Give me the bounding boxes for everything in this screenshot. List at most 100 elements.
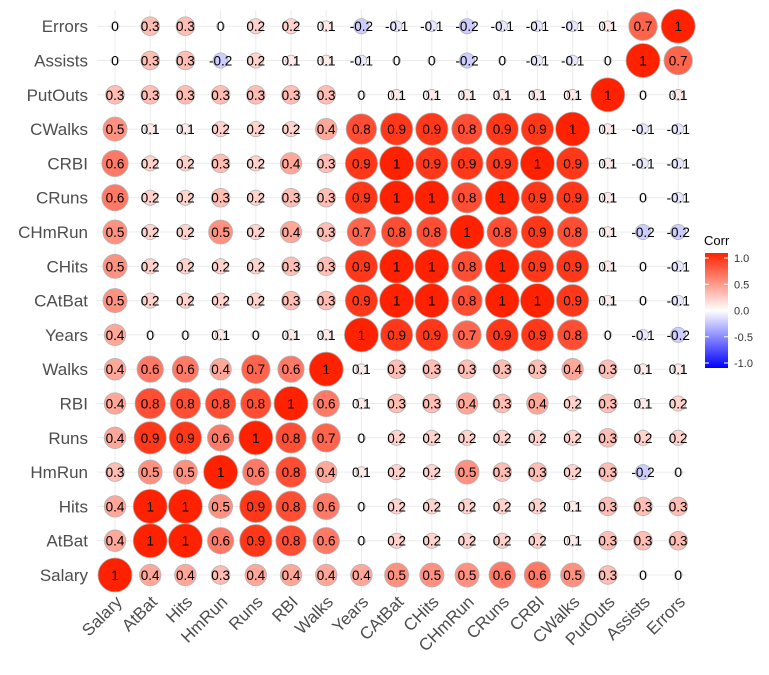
corr-label-chmrun-years: 0.7 (352, 225, 371, 240)
corr-circle-walks-catbat (386, 359, 407, 379)
corr-label-walks-chits: 0.3 (422, 362, 441, 377)
corr-label-cwalks-salary: 0.5 (106, 122, 125, 137)
corr-label-assists-putouts: 0 (604, 54, 612, 69)
corr-label-cruns-runs: 0.2 (246, 191, 265, 206)
corr-circle-assists-chits (427, 56, 437, 65)
corr-circle-cruns-chits (414, 180, 450, 216)
corr-label-runs-assists: 0.2 (634, 431, 653, 446)
corr-circle-catbat-assists (638, 296, 648, 306)
corr-circle-errors-chits (426, 20, 438, 32)
corr-circle-errors-chmrun (458, 18, 476, 35)
corr-circle-chits-chits (414, 248, 450, 284)
corr-label-cruns-salary: 0.6 (106, 191, 125, 206)
corr-circle-putouts-walks (316, 85, 336, 105)
corr-label-years-walks: 0.1 (317, 328, 336, 343)
y-label-assists: Assists (34, 52, 88, 71)
corr-label-hmrun-salary: 0.3 (106, 465, 125, 480)
corr-label-putouts-atbat: 0.3 (141, 88, 160, 103)
corr-label-hits-atbat: 1 (146, 499, 154, 514)
corr-label-crbi-chmrun: 0.9 (458, 156, 477, 171)
corr-label-putouts-cwalks: 0.1 (563, 88, 582, 103)
corr-label-cwalks-runs: 0.2 (246, 122, 265, 137)
corr-label-salary-crbi: 0.6 (528, 568, 547, 583)
corr-label-runs-putouts: 0.3 (598, 431, 617, 446)
corr-label-putouts-hits: 0.3 (176, 88, 195, 103)
corr-circle-hits-errors (668, 496, 688, 517)
corr-label-chmrun-assists: -0.2 (631, 225, 654, 240)
corr-circle-crbi-rbi (279, 152, 303, 175)
corr-label-atbat-salary: 0.4 (106, 534, 125, 549)
corr-circle-assists-errors (663, 45, 693, 76)
corr-label-putouts-years: 0 (358, 88, 366, 103)
corr-circle-hits-crbi (529, 498, 546, 515)
corr-label-years-cwalks: 0.8 (563, 328, 582, 343)
corr-circle-rbi-runs (240, 387, 272, 420)
corr-circle-atbat-catbat (388, 532, 405, 549)
corr-label-years-rbi: 0.1 (282, 328, 301, 343)
corr-label-cruns-chits: 1 (428, 191, 436, 206)
corr-label-assists-years: -0.1 (350, 54, 373, 69)
corr-circle-walks-chits (422, 359, 442, 379)
corr-label-chmrun-catbat: 0.8 (387, 225, 406, 240)
corr-label-cruns-hits: 0.2 (176, 191, 195, 206)
y-label-crbi: CRBI (47, 154, 88, 173)
corr-circle-cwalks-rbi (282, 121, 300, 138)
corr-circle-catbat-rbi (281, 290, 301, 311)
corr-label-atbat-hmrun: 0.6 (211, 534, 230, 549)
corr-circle-hmrun-cwalks (564, 464, 581, 481)
corr-circle-chits-runs (247, 258, 264, 275)
corr-label-chits-chmrun: 0.8 (458, 259, 477, 274)
corr-circle-years-catbat (380, 318, 414, 352)
corr-label-errors-crbi: -0.1 (526, 19, 549, 34)
corr-label-chits-walks: 0.3 (317, 259, 336, 274)
corr-circle-putouts-cwalks (566, 89, 579, 101)
corr-circle-chmrun-years (346, 217, 377, 247)
corr-label-hmrun-assists: -0.2 (631, 465, 654, 480)
corr-circle-chits-hits (177, 258, 194, 275)
corr-circle-errors-catbat (390, 20, 403, 32)
corr-circle-rbi-years (355, 397, 368, 410)
corr-circle-errors-atbat (140, 16, 160, 36)
corr-label-rbi-assists: 0.1 (634, 397, 653, 412)
corr-circle-runs-salary (103, 426, 127, 449)
corr-circle-crbi-cruns (485, 146, 519, 180)
corr-circle-years-atbat (145, 330, 155, 340)
corr-label-salary-errors: 0 (674, 568, 682, 583)
corr-label-crbi-years: 0.9 (352, 156, 371, 171)
corr-label-walks-cwalks: 0.4 (563, 362, 582, 377)
corr-circle-cruns-walks (316, 187, 336, 208)
corr-label-rbi-runs: 0.8 (246, 397, 265, 412)
corr-circle-catbat-putouts (602, 294, 614, 307)
corr-circle-atbat-assists (633, 530, 653, 551)
corr-circle-catbat-atbat (142, 292, 159, 309)
corr-label-putouts-cruns: 0.1 (493, 88, 512, 103)
corr-label-cruns-walks: 0.3 (317, 191, 336, 206)
corr-label-runs-runs: 1 (252, 431, 260, 446)
corr-circle-cruns-cruns (484, 180, 520, 216)
corr-label-walks-putouts: 0.3 (598, 362, 617, 377)
corr-label-chits-salary: 0.5 (106, 259, 125, 274)
corr-label-hmrun-errors: 0 (674, 465, 682, 480)
corr-label-catbat-putouts: 0.1 (598, 294, 617, 309)
y-label-runs: Runs (48, 429, 88, 448)
corr-label-cruns-crbi: 0.9 (528, 191, 547, 206)
corr-circle-rbi-walks (312, 389, 340, 418)
corr-circle-assists-crbi (531, 54, 544, 67)
corr-label-assists-crbi: -0.1 (526, 54, 549, 69)
corr-label-errors-cruns: -0.1 (491, 19, 514, 34)
corr-circle-walks-runs (241, 354, 271, 384)
x-label-walks: Walks (291, 592, 337, 638)
corr-circle-walks-atbat (136, 355, 164, 383)
corr-circle-crbi-hits (177, 155, 194, 172)
corr-label-hits-crbi: 0.2 (528, 499, 547, 514)
corr-circle-putouts-years (356, 90, 366, 100)
corr-circle-runs-catbat (388, 429, 405, 446)
corr-label-putouts-putouts: 1 (604, 88, 612, 103)
corr-label-chmrun-rbi: 0.4 (282, 225, 301, 240)
corr-circle-assists-rbi (285, 54, 297, 67)
corr-label-chmrun-chmrun: 1 (463, 225, 471, 240)
corr-label-assists-runs: 0.2 (246, 54, 265, 69)
corr-circle-cwalks-catbat (380, 112, 414, 146)
corr-circle-chits-rbi (281, 256, 301, 277)
